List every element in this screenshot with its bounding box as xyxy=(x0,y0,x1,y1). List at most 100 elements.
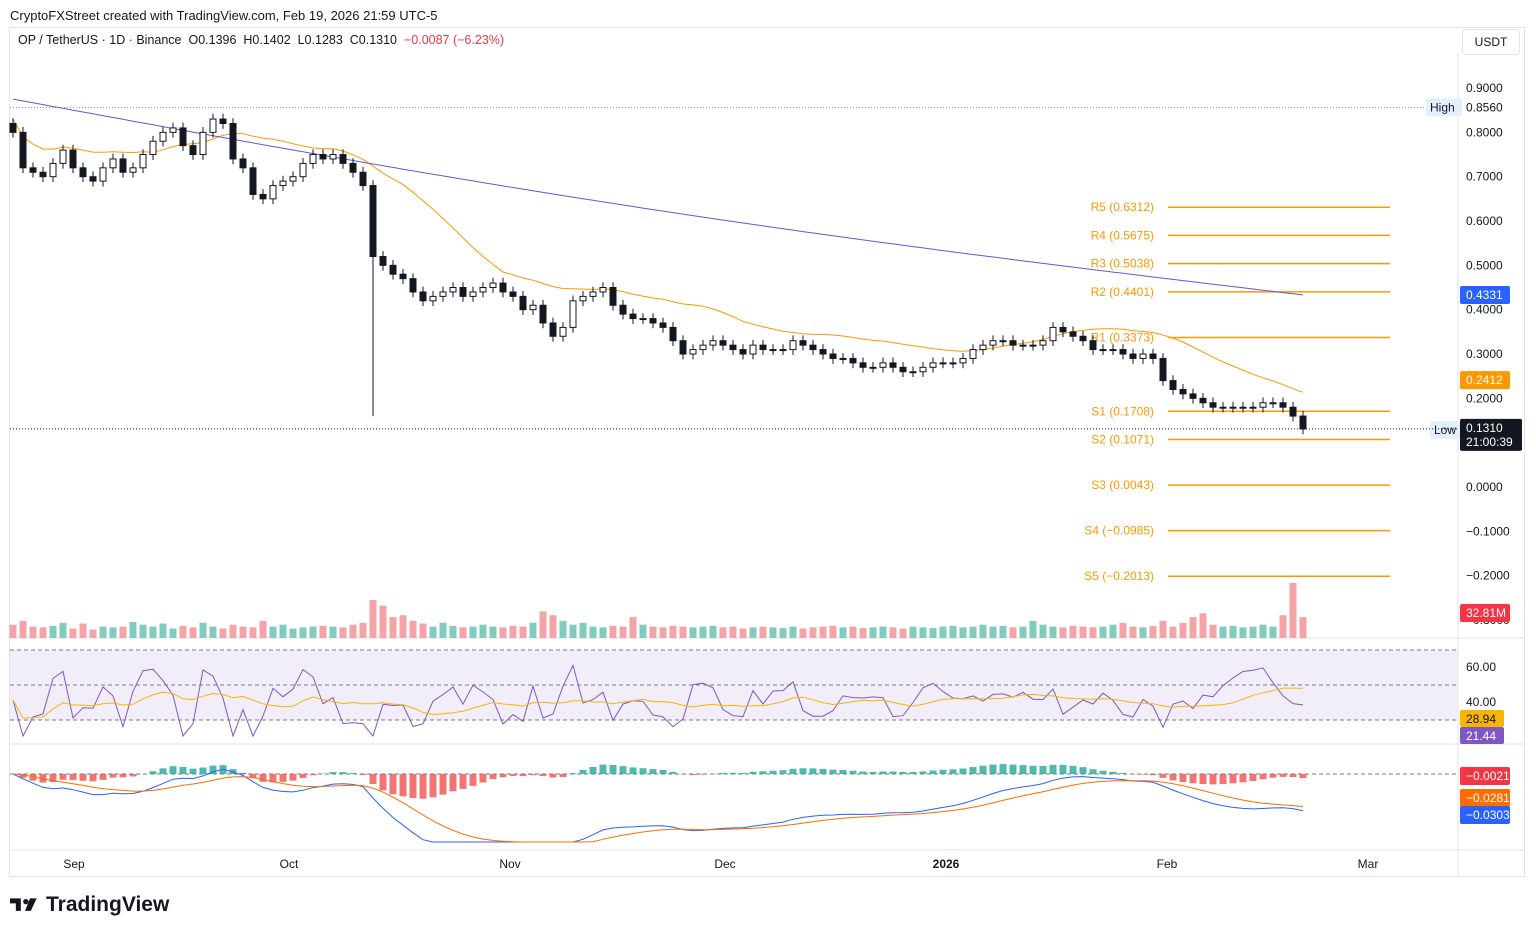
candle-body xyxy=(189,145,197,156)
rsi-ma-value: 28.94 xyxy=(1466,712,1496,726)
pivot-level-label: R5 (0.6312) xyxy=(1091,200,1154,214)
volume-bar xyxy=(889,627,897,638)
candle-body xyxy=(69,149,77,169)
candle-body xyxy=(239,158,247,169)
volume-bar xyxy=(1139,627,1147,638)
price-tick: 0.5000 xyxy=(1466,258,1503,272)
candle-body xyxy=(199,131,207,156)
candle-body xyxy=(889,362,897,368)
candle-body xyxy=(1059,326,1067,333)
volume-bar xyxy=(579,622,587,638)
volume-bar xyxy=(759,626,767,638)
candle-body xyxy=(1129,353,1137,359)
macd-histogram-bar xyxy=(949,769,957,774)
volume-bar xyxy=(939,626,947,638)
candle-body xyxy=(9,122,17,133)
macd-histogram-bar xyxy=(579,769,587,774)
volume-bar xyxy=(259,620,267,638)
volume-bar xyxy=(809,627,817,638)
macd-histogram-bar xyxy=(909,772,917,774)
pivot-level-label: R1 (0.3373) xyxy=(1091,330,1154,344)
rsi-tick: 40.00 xyxy=(1466,695,1496,709)
macd-histogram-bar xyxy=(1069,765,1077,774)
volume-bar xyxy=(549,615,557,638)
volume-bar xyxy=(519,626,527,638)
symbol-legend: OP / TetherUS · 1D · Binance O0.1396 H0.… xyxy=(18,33,504,47)
volume-bar xyxy=(1019,626,1027,638)
macd-histogram-bar xyxy=(519,774,527,777)
macd-histogram-bar xyxy=(309,774,317,776)
candle-body xyxy=(449,287,457,293)
volume-bar xyxy=(929,628,937,638)
macd-histogram-bar xyxy=(159,768,167,774)
macd-histogram-bar xyxy=(559,774,567,777)
close-value: C0.1310 xyxy=(349,33,398,47)
candle-body xyxy=(569,300,577,328)
candle-body xyxy=(679,340,687,355)
candle-body xyxy=(179,127,187,147)
macd-histogram-bar xyxy=(1089,769,1097,774)
macd-histogram-bar xyxy=(349,773,357,774)
candle-body xyxy=(159,131,167,142)
candle-body xyxy=(209,118,217,133)
macd-histogram-bar xyxy=(429,774,437,798)
macd-histogram-bar xyxy=(409,774,417,798)
candle-body xyxy=(639,318,647,321)
macd-histogram-bar xyxy=(1269,774,1277,778)
candle-body xyxy=(49,162,57,178)
macd-histogram-bar xyxy=(589,766,597,774)
time-tick: Mar xyxy=(1358,857,1379,871)
candle-body xyxy=(379,255,387,266)
macd-histogram-bar xyxy=(89,774,97,782)
macd-histogram-bar xyxy=(59,774,67,780)
candle-body xyxy=(299,162,307,178)
macd-histogram-bar xyxy=(499,774,507,778)
candle-body xyxy=(1109,349,1117,352)
candle-body xyxy=(729,344,737,351)
macd-histogram-bar xyxy=(79,774,87,781)
sma200-badge: 0.4331 xyxy=(1466,288,1503,302)
candle-body xyxy=(839,357,847,360)
volume-bar xyxy=(279,624,287,638)
volume-bar xyxy=(419,623,427,638)
macd-histogram-bar xyxy=(1169,774,1177,781)
sma50-badge-box xyxy=(1460,371,1510,390)
volume-bar xyxy=(849,626,857,638)
chart-frame xyxy=(9,27,1525,877)
candle-body xyxy=(659,322,667,328)
candle-body xyxy=(1169,380,1177,390)
volume-bar xyxy=(449,625,457,638)
macd-histogram-bar xyxy=(849,770,857,774)
volume-bar xyxy=(209,626,217,638)
candle-body xyxy=(849,357,857,364)
macd-histogram-bar xyxy=(339,772,347,774)
volume-bar xyxy=(479,624,487,638)
volume-bar xyxy=(729,626,737,638)
macd-histogram-bar xyxy=(69,774,77,780)
macd-histogram-bar xyxy=(1109,771,1117,774)
volume-bar xyxy=(539,611,547,638)
candle-body xyxy=(429,295,437,302)
candle-body xyxy=(479,287,487,293)
candle-body xyxy=(1199,397,1207,404)
candle-body xyxy=(509,291,517,297)
candle-body xyxy=(1259,402,1267,408)
currency-button[interactable]: USDT xyxy=(1462,29,1520,55)
volume-badge-box xyxy=(1460,604,1510,622)
time-tick: Nov xyxy=(499,857,520,871)
macd-histogram-bar xyxy=(199,767,207,774)
macd-histogram-bar xyxy=(1239,774,1247,783)
macd-histogram-bar xyxy=(1009,764,1017,774)
volume-bar xyxy=(1239,627,1247,638)
candle-body xyxy=(289,176,297,182)
symbol-title[interactable]: OP / TetherUS · 1D · Binance xyxy=(18,33,182,47)
candle-body xyxy=(39,171,47,178)
candle-body xyxy=(519,295,527,311)
volume-bar xyxy=(89,629,97,638)
volume-bar xyxy=(949,625,957,638)
volume-bar xyxy=(29,626,37,638)
candle-body xyxy=(489,282,497,289)
price-tick: −0.2000 xyxy=(1466,569,1510,583)
volume-bar xyxy=(1179,622,1187,638)
